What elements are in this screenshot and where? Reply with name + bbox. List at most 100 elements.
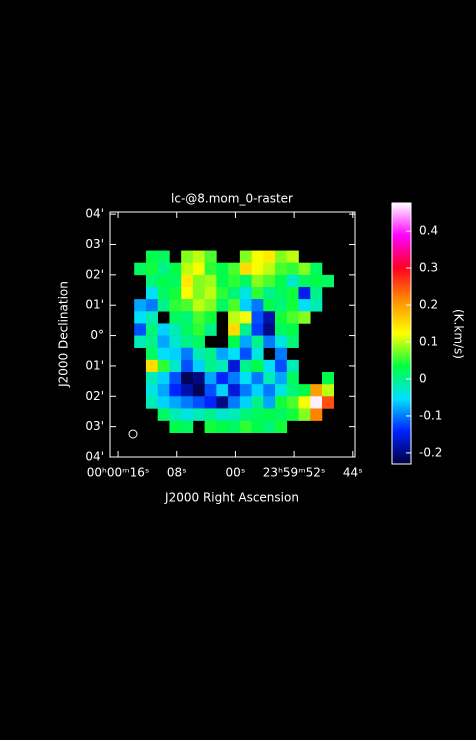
- cell: [192, 384, 205, 397]
- colorbar-tick-label: 0.2: [419, 298, 438, 312]
- colorbar-band: [392, 342, 411, 344]
- colorbar-tick-label: -0.2: [419, 445, 442, 459]
- colorbar-band: [392, 234, 411, 236]
- cell: [192, 323, 205, 336]
- cell: [169, 311, 182, 324]
- cell: [275, 299, 288, 312]
- cell: [251, 384, 264, 397]
- colorbar-band: [392, 314, 411, 316]
- y-tick-label: 03': [85, 419, 104, 433]
- colorbar-band: [392, 456, 411, 458]
- cell: [286, 323, 299, 336]
- cell: [239, 262, 252, 276]
- cell: [157, 384, 170, 397]
- cell: [310, 384, 323, 397]
- cell: [145, 299, 158, 312]
- colorbar-band: [392, 319, 411, 321]
- cell: [181, 286, 194, 300]
- colorbar-band: [392, 296, 411, 298]
- cell: [263, 299, 276, 312]
- cell: [157, 371, 170, 385]
- cell: [192, 311, 205, 324]
- colorbar-band: [392, 402, 411, 404]
- cell: [134, 299, 147, 312]
- cell: [286, 408, 299, 421]
- colorbar-band: [392, 424, 411, 426]
- colorbar-band: [392, 330, 411, 332]
- cell: [204, 262, 217, 276]
- cell: [192, 396, 205, 409]
- colorbar-band: [392, 334, 411, 336]
- cell: [181, 335, 194, 349]
- cell: [169, 335, 182, 349]
- colorbar-band: [392, 272, 411, 274]
- colorbar-band: [392, 360, 411, 362]
- colorbar-band: [392, 406, 411, 408]
- colorbar-band: [392, 379, 411, 381]
- colorbar-band: [392, 357, 411, 359]
- colorbar-band: [392, 218, 411, 220]
- cell: [216, 274, 229, 288]
- cell: [157, 408, 170, 421]
- colorbar-band: [392, 429, 411, 431]
- cell: [157, 299, 170, 312]
- colorbar-band: [392, 278, 411, 280]
- colorbar-band: [392, 292, 411, 294]
- cell: [228, 299, 241, 312]
- colorbar-band: [392, 276, 411, 278]
- colorbar-band: [392, 437, 411, 439]
- colorbar-band: [392, 287, 411, 289]
- colorbar-tick-label: -0.1: [419, 408, 442, 422]
- colorbar-band: [392, 351, 411, 353]
- colorbar-band: [392, 251, 411, 253]
- colorbar-band: [392, 207, 411, 209]
- colorbar-band: [392, 300, 411, 302]
- colorbar-band: [392, 327, 411, 329]
- colorbar-band: [392, 280, 411, 282]
- colorbar-band: [392, 257, 411, 259]
- colorbar-band: [392, 460, 411, 462]
- colorbar-band: [392, 289, 411, 291]
- x-axis-label: J2000 Right Ascension: [164, 491, 299, 505]
- colorbar-band: [392, 455, 411, 457]
- colorbar-band: [392, 450, 411, 452]
- cell: [204, 311, 217, 324]
- cell: [263, 250, 276, 264]
- colorbar-tick-label: 0.4: [419, 224, 438, 238]
- colorbar-band: [392, 461, 411, 463]
- cell: [298, 262, 311, 276]
- colorbar-band: [392, 427, 411, 429]
- colorbar-band: [392, 352, 411, 354]
- colorbar-band: [392, 249, 411, 251]
- cell: [251, 420, 264, 434]
- colorbar-band: [392, 409, 411, 411]
- colorbar-band: [392, 449, 411, 451]
- colorbar-band: [392, 410, 411, 412]
- cell: [145, 262, 158, 276]
- colorbar-band: [392, 293, 411, 295]
- cell: [169, 408, 182, 421]
- colorbar-band: [392, 363, 411, 365]
- cell: [192, 274, 205, 288]
- colorbar-band: [392, 231, 411, 233]
- cell: [239, 286, 252, 300]
- cell: [157, 274, 170, 288]
- colorbar-band: [392, 304, 411, 306]
- cell: [157, 323, 170, 336]
- cell: [239, 420, 252, 434]
- cell: [275, 384, 288, 397]
- colorbar-band: [392, 235, 411, 237]
- colorbar-band: [392, 338, 411, 340]
- cell: [181, 250, 194, 264]
- colorbar-band: [392, 273, 411, 275]
- colorbar-band: [392, 355, 411, 357]
- cell: [134, 335, 147, 349]
- colorbar-band: [392, 369, 411, 371]
- cell: [145, 359, 158, 373]
- colorbar-band: [392, 315, 411, 317]
- colorbar-band: [392, 239, 411, 241]
- colorbar-band: [392, 445, 411, 447]
- colorbar-band: [392, 215, 411, 217]
- cell: [181, 323, 194, 336]
- cell: [263, 420, 276, 434]
